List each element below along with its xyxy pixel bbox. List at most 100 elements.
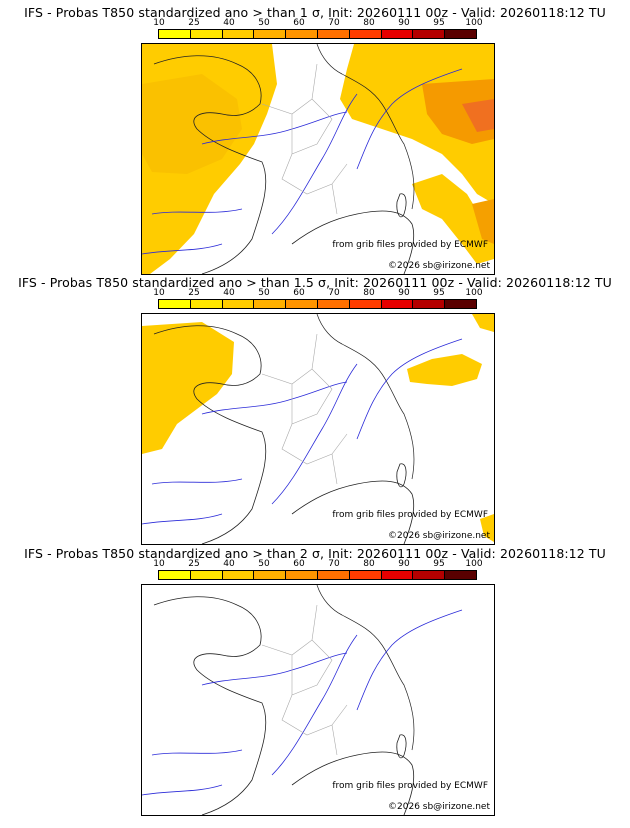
colorbar-tick-label: 95 [433,559,445,569]
national-border [316,314,415,480]
map-panel-2: IFS - Probas T850 standardized ano > tha… [0,275,630,545]
colorbar-tick-label: 100 [465,559,483,569]
national-border [316,585,415,751]
source-note: from grib files provided by ECMWF [332,510,488,520]
map-panel-3: IFS - Probas T850 standardized ano > tha… [0,546,630,816]
colorbar-tick-label: 60 [293,18,305,28]
colorbar [158,570,477,580]
coastline [153,596,267,815]
river [356,609,463,711]
colorbar-tick-label: 70 [328,559,340,569]
river [271,93,358,235]
regional-border [261,333,348,485]
probability-area-southeast [412,174,494,264]
colorbar-swatch [413,571,446,579]
colorbar-tick-label: 60 [293,288,305,298]
source-note: from grib files provided by ECMWF [332,240,488,250]
source-note: from grib files provided by ECMWF [332,781,488,791]
river [271,634,358,776]
copyright-note: ©2026 sb@irizone.net [388,261,490,271]
colorbar-tick-label: 50 [258,18,270,28]
river [142,749,243,796]
colorbar [158,29,477,39]
coastline [153,325,267,544]
colorbar-tick-label: 90 [398,18,410,28]
colorbar-swatch [254,300,287,308]
probability-map: from grib files provided by ECMWF ©2026 … [141,313,495,545]
panel-title: IFS - Probas T850 standardized ano > tha… [24,546,606,561]
colorbar-tick-label: 50 [258,559,270,569]
probability-map: from grib files provided by ECMWF ©2026 … [141,584,495,816]
colorbar-tick-label: 40 [223,288,235,298]
colorbar-swatch [286,300,318,308]
colorbar-tick-label: 60 [293,559,305,569]
colorbar-swatch [317,30,350,38]
colorbar-swatch [317,300,350,308]
probability-area-west [142,322,234,454]
colorbar-swatch [349,300,382,308]
colorbar-tick-label: 70 [328,18,340,28]
colorbar-tick-label: 40 [223,559,235,569]
coastline [153,55,267,274]
colorbar-swatch [159,300,191,308]
coastline [291,210,415,274]
colorbar-swatch [413,30,446,38]
colorbar-swatch [445,571,476,579]
river [271,363,358,505]
colorbar-swatch [445,30,476,38]
coastline [291,751,415,815]
colorbar-tick-label: 90 [398,288,410,298]
colorbar-swatch [286,571,318,579]
colorbar-tick-label: 95 [433,18,445,28]
colorbar-swatch [159,30,191,38]
colorbar-tick-label: 80 [363,288,375,298]
river [201,652,348,686]
probability-area-southeast-inner [472,199,494,244]
colorbar-swatch [222,30,255,38]
probability-area-southeast [480,514,494,542]
map-panel-1: IFS - Probas T850 standardized ano > tha… [0,5,630,275]
river [142,478,243,525]
colorbar-swatch [190,300,223,308]
colorbar-swatch [159,571,191,579]
colorbar-tick-label: 70 [328,288,340,298]
colorbar-tick-label: 10 [153,559,165,569]
colorbar-swatch [254,571,287,579]
colorbar-tick-label: 90 [398,559,410,569]
colorbar-swatch [381,300,414,308]
probability-area-northeast [472,314,494,332]
national-border [316,44,415,210]
colorbar-swatch [190,571,223,579]
probability-area-east-peak [462,99,494,132]
panel-title: IFS - Probas T850 standardized ano > tha… [24,5,606,20]
colorbar-tick-label: 25 [188,559,200,569]
colorbar-tick-label: 95 [433,288,445,298]
colorbar-swatch [222,571,255,579]
copyright-note: ©2026 sb@irizone.net [388,531,490,541]
probability-map: from grib files provided by ECMWF ©2026 … [141,43,495,275]
colorbar-swatch [317,571,350,579]
colorbar-labels: 10 25 40 50 60 70 80 90 95 100 [153,288,482,298]
colorbar-tick-label: 40 [223,18,235,28]
colorbar-swatch [222,300,255,308]
panel-title: IFS - Probas T850 standardized ano > tha… [18,275,612,290]
colorbar-tick-label: 100 [465,18,483,28]
colorbar-swatch [381,30,414,38]
probability-area-west-inner [142,74,242,174]
island [396,734,407,759]
colorbar-swatch [286,30,318,38]
island [396,463,407,488]
colorbar-tick-label: 10 [153,18,165,28]
river [356,68,463,170]
colorbar-tick-label: 80 [363,18,375,28]
colorbar-tick-label: 100 [465,288,483,298]
colorbar-tick-label: 25 [188,18,200,28]
colorbar-swatch [381,571,414,579]
colorbar-swatch [254,30,287,38]
colorbar [158,299,477,309]
coastline [291,480,415,544]
colorbar-tick-label: 25 [188,288,200,298]
probability-area-east [407,354,482,386]
colorbar-labels: 10 25 40 50 60 70 80 90 95 100 [153,559,482,569]
colorbar-swatch [349,571,382,579]
